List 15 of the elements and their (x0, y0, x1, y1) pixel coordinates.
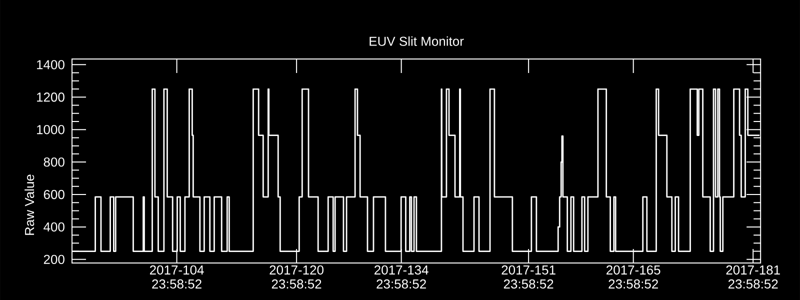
y-tick-label: 800 (44, 157, 64, 167)
chart-title: EUV Slit Monitor (370, 36, 464, 46)
x-tick-label: 2017-181 23:58:52 (726, 265, 780, 289)
y-tick-label: 200 (44, 254, 64, 264)
y-tick-label: 400 (44, 222, 64, 232)
x-tick-label: 2017-165 23:58:52 (606, 265, 660, 289)
y-axis-title: Raw Value (24, 174, 34, 235)
x-tick-label: 2017-134 23:58:52 (374, 265, 428, 289)
y-tick-label: 1400 (37, 60, 64, 70)
y-tick-label: 1000 (37, 125, 64, 134)
x-tick-label: 2017-151 23:58:52 (502, 265, 556, 289)
y-tick-label: 1200 (37, 92, 64, 102)
x-tick-label: 2017-104 23:58:52 (150, 265, 204, 289)
x-tick-label: 2017-120 23:58:52 (270, 265, 324, 289)
y-tick-label: 600 (44, 190, 64, 200)
